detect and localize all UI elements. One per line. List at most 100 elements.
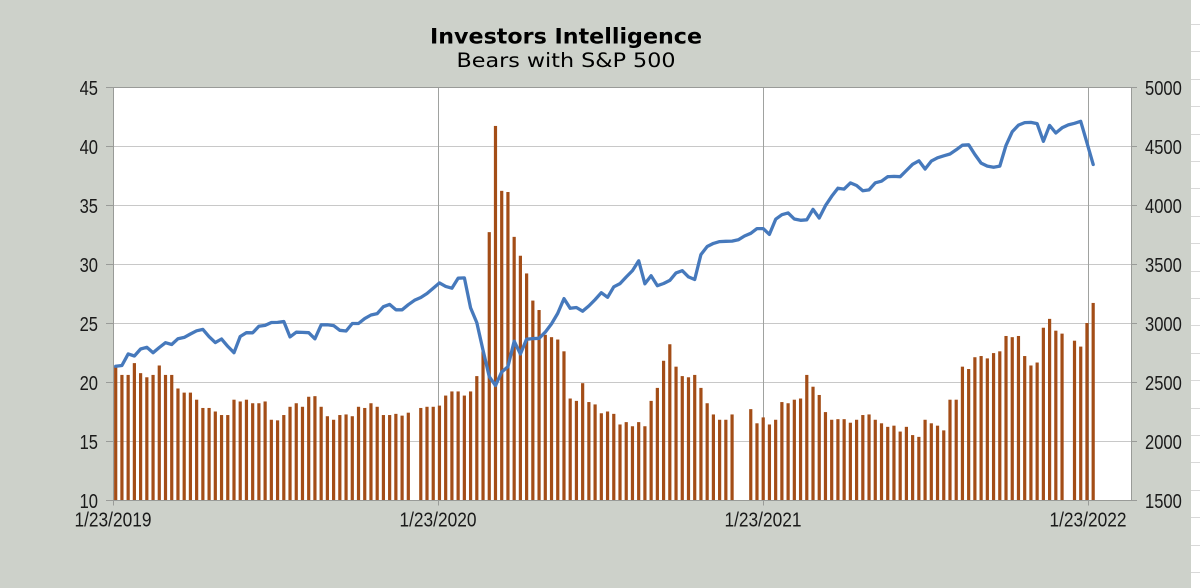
bears-bar — [817, 394, 821, 500]
bears-bar — [257, 403, 261, 500]
bears-bar — [132, 363, 136, 500]
right-axis-label: 3500 — [1145, 255, 1182, 277]
bears-bar — [1085, 323, 1089, 500]
bears-bar — [599, 413, 603, 500]
bears-bar — [226, 415, 230, 500]
bears-bar — [1091, 302, 1095, 500]
left-axis-label: 15 — [80, 432, 98, 454]
bears-bar — [493, 125, 498, 500]
right-axis-label: 2500 — [1145, 373, 1182, 395]
bears-bar — [867, 414, 871, 500]
bears-bar — [911, 435, 915, 500]
bears-bar — [263, 401, 267, 500]
bears-bar — [462, 395, 466, 500]
bears-bar — [836, 419, 840, 500]
bears-bar — [1023, 356, 1027, 500]
bears-bar — [612, 413, 616, 500]
bears-bar — [761, 417, 765, 500]
bears-bar — [637, 422, 641, 500]
left-axis-label: 10 — [80, 491, 98, 513]
bears-bar — [985, 358, 989, 500]
bears-bar — [512, 236, 516, 501]
bears-bar — [531, 300, 535, 500]
bears-bar — [705, 403, 709, 500]
bears-bar — [114, 366, 118, 500]
bears-bar — [468, 391, 473, 500]
bears-bar — [861, 415, 865, 500]
bears-bar — [718, 419, 722, 500]
bears-bar — [624, 422, 628, 500]
bears-bar — [923, 419, 927, 500]
bears-bar — [755, 423, 759, 500]
left-axis-label: 40 — [80, 137, 98, 159]
bears-bar — [518, 255, 522, 500]
bears-bar — [668, 344, 672, 500]
bears-bar — [724, 419, 728, 500]
bears-bar — [854, 419, 859, 500]
bears-bar — [195, 399, 199, 500]
bears-bar — [151, 374, 155, 500]
bears-bar — [823, 412, 828, 500]
bears-bar — [543, 334, 547, 500]
bears-bar — [487, 232, 491, 500]
bears-bar — [188, 392, 193, 500]
bears-bar — [425, 406, 429, 500]
bears-bar — [618, 424, 622, 500]
bears-bar — [201, 407, 205, 500]
right-axis-label: 1500 — [1145, 491, 1182, 513]
bears-bar — [991, 353, 996, 500]
bears-bar — [400, 415, 404, 500]
bears-bar — [898, 431, 902, 500]
bears-bar — [935, 425, 940, 500]
bears-bar — [942, 430, 946, 500]
bears-bar — [163, 374, 168, 500]
bears-bar — [973, 357, 977, 500]
bears-bar — [120, 374, 124, 500]
bears-bar — [145, 377, 149, 500]
bears-bar — [126, 374, 130, 500]
x-axis-date-label: 1/23/2019 — [75, 510, 152, 532]
bears-bar — [711, 414, 715, 500]
bears-bar — [587, 402, 591, 500]
axes-layer — [106, 87, 1137, 506]
bears-bar — [525, 273, 529, 500]
bears-bar — [917, 436, 921, 500]
bears-bar — [967, 369, 971, 500]
bears-bar — [680, 376, 684, 500]
bears-bar — [344, 414, 348, 500]
bears-bar — [375, 406, 379, 500]
bears-bar — [369, 403, 373, 500]
bears-bar — [948, 399, 952, 500]
bears-bar — [1016, 335, 1021, 500]
bears-bar — [630, 426, 635, 500]
bears-bar — [786, 403, 790, 500]
bears-bar — [661, 360, 666, 500]
bears-bar — [1048, 318, 1052, 500]
bears-bar — [842, 419, 846, 500]
bears-bar — [406, 412, 410, 500]
bears-bar — [873, 419, 877, 500]
bears-bar — [269, 419, 273, 500]
bears-bar — [313, 396, 317, 500]
left-axis-label: 35 — [80, 196, 98, 218]
bears-bar — [886, 426, 890, 500]
bears-bar — [537, 310, 541, 500]
bears-bar — [562, 351, 566, 500]
bears-bar — [568, 398, 572, 500]
right-axis-label: 2000 — [1145, 432, 1182, 454]
bears-bar — [556, 339, 560, 500]
bears-bar — [830, 419, 834, 500]
bears-bar — [904, 426, 909, 500]
bears-bar — [686, 377, 691, 500]
bears-bar — [319, 406, 323, 500]
bears-bar — [506, 192, 510, 500]
bears-bar — [213, 411, 217, 500]
bears-bar — [363, 407, 367, 500]
bears-bar — [792, 399, 796, 500]
bears-bar — [388, 415, 392, 500]
bears-bar — [182, 392, 186, 500]
bears-bar — [954, 399, 958, 500]
bears-bar — [798, 398, 803, 500]
bears-bar — [170, 374, 174, 500]
